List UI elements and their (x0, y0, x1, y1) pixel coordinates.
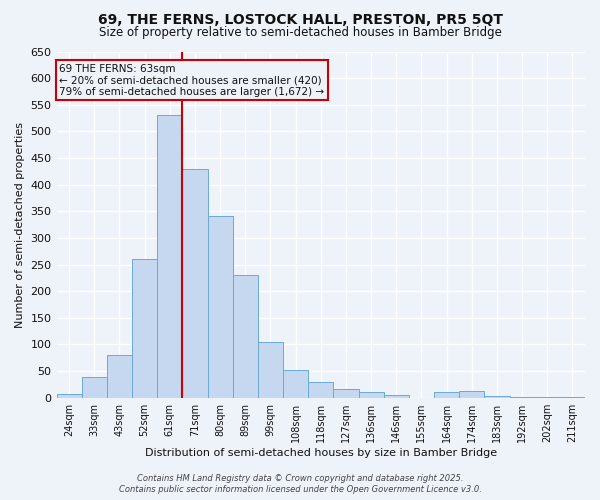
Bar (82, 378, 107, 398)
Bar (383, 394, 409, 398)
Bar (308, 382, 334, 398)
X-axis label: Distribution of semi-detached houses by size in Bamber Bridge: Distribution of semi-detached houses by … (145, 448, 497, 458)
Bar (132, 259, 157, 398)
Bar (107, 355, 132, 398)
Bar (535, 397, 560, 398)
Bar (258, 342, 283, 398)
Text: Contains HM Land Registry data © Crown copyright and database right 2025.
Contai: Contains HM Land Registry data © Crown c… (119, 474, 481, 494)
Bar (560, 397, 585, 398)
Text: 69 THE FERNS: 63sqm
← 20% of semi-detached houses are smaller (420)
79% of semi-: 69 THE FERNS: 63sqm ← 20% of semi-detach… (59, 64, 325, 97)
Bar (157, 116, 182, 398)
Text: Size of property relative to semi-detached houses in Bamber Bridge: Size of property relative to semi-detach… (98, 26, 502, 39)
Y-axis label: Number of semi-detached properties: Number of semi-detached properties (15, 122, 25, 328)
Bar (359, 392, 383, 398)
Bar (233, 275, 258, 398)
Bar (56, 394, 82, 398)
Bar (509, 396, 535, 398)
Bar (208, 216, 233, 398)
Bar (334, 389, 359, 398)
Text: 69, THE FERNS, LOSTOCK HALL, PRESTON, PR5 5QT: 69, THE FERNS, LOSTOCK HALL, PRESTON, PR… (97, 12, 503, 26)
Bar (434, 392, 459, 398)
Bar (182, 168, 208, 398)
Bar (283, 370, 308, 398)
Bar (484, 396, 509, 398)
Bar (459, 391, 484, 398)
